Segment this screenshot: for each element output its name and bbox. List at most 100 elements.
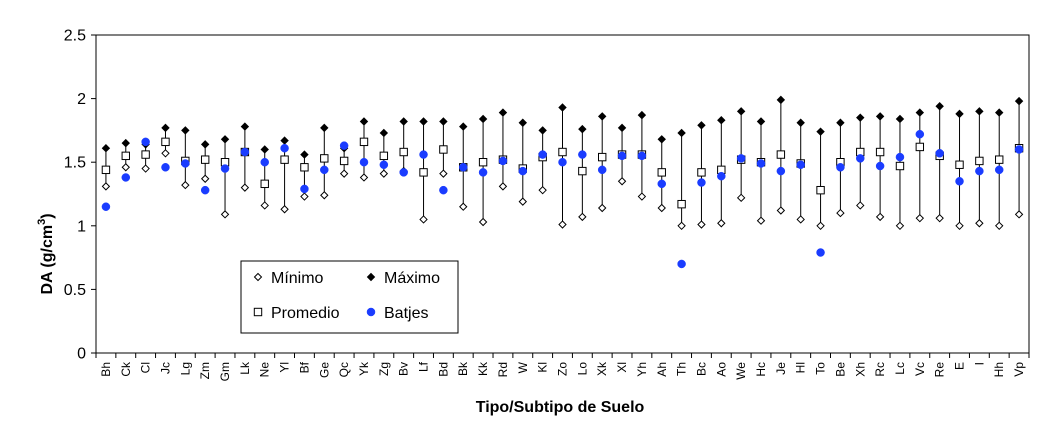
point-maximo xyxy=(101,144,111,153)
y-tick-label: 2.5 xyxy=(64,28,86,45)
point-minimo xyxy=(736,193,746,203)
x-category-label: Th xyxy=(675,362,689,376)
point-promedio xyxy=(776,150,786,159)
point-batjes xyxy=(617,151,627,161)
legend-label-batjes: Batjes xyxy=(384,305,428,322)
point-batjes xyxy=(498,156,508,166)
point-maximo xyxy=(875,112,885,121)
point-batjes xyxy=(399,168,408,177)
point-batjes xyxy=(677,259,686,269)
point-batjes xyxy=(379,160,389,169)
point-maximo xyxy=(419,117,428,126)
point-promedio xyxy=(677,199,686,209)
y-tick-label: 2 xyxy=(77,91,86,108)
point-maximo xyxy=(518,118,528,127)
point-promedio xyxy=(399,147,408,157)
point-minimo xyxy=(320,191,329,200)
point-minimo xyxy=(796,215,805,224)
point-maximo xyxy=(181,126,190,135)
point-batjes xyxy=(141,137,150,147)
point-promedio xyxy=(439,145,448,154)
point-maximo xyxy=(935,102,944,111)
point-maximo xyxy=(915,108,925,117)
point-maximo xyxy=(220,135,230,144)
point-promedio xyxy=(816,185,825,195)
point-maximo xyxy=(1014,96,1024,106)
x-category-label: Ge xyxy=(317,362,331,378)
point-maximo xyxy=(617,123,627,133)
point-promedio xyxy=(419,168,428,177)
point-minimo xyxy=(300,192,309,201)
point-minimo xyxy=(181,180,190,190)
x-axis: Bh Ck Cl Jc Lg Zm Gm Lk Ne Yl Bf Ge Qc Yk Zg Bv Lf Bd Bk Kk… xyxy=(95,353,1030,381)
x-category-label: Cl xyxy=(139,362,153,373)
point-minimo xyxy=(260,201,269,210)
legend-symbol-minimo xyxy=(253,272,263,282)
point-minimo xyxy=(240,183,250,192)
x-category-label: Be xyxy=(833,362,847,377)
point-batjes xyxy=(161,163,170,172)
point-promedio xyxy=(975,156,984,166)
point-minimo xyxy=(955,221,964,231)
point-minimo xyxy=(915,213,925,223)
point-minimo xyxy=(339,169,349,178)
point-batjes xyxy=(458,163,468,172)
point-maximo xyxy=(578,124,587,134)
point-batjes xyxy=(320,165,329,175)
point-promedio xyxy=(280,155,289,164)
point-minimo xyxy=(856,201,865,210)
point-minimo xyxy=(518,197,528,206)
legend-symbol-batjes xyxy=(366,307,376,317)
point-minimo xyxy=(776,206,786,215)
x-category-label: Hc xyxy=(754,362,768,377)
point-minimo xyxy=(617,177,627,186)
legend-box xyxy=(240,260,459,334)
point-maximo xyxy=(320,123,329,133)
point-promedio xyxy=(339,156,349,166)
point-maximo xyxy=(836,118,845,127)
point-batjes xyxy=(280,143,289,153)
point-batjes xyxy=(955,177,964,186)
point-maximo xyxy=(538,126,547,135)
point-promedio xyxy=(121,151,130,161)
point-maximo xyxy=(439,117,448,126)
x-category-label: Gm xyxy=(218,362,232,381)
point-promedio xyxy=(320,154,329,163)
x-category-label: Lc xyxy=(893,362,907,375)
x-category-label: Yh xyxy=(635,362,649,377)
x-category-label: Zm xyxy=(198,362,212,379)
point-promedio xyxy=(101,165,111,175)
point-promedio xyxy=(578,166,587,176)
point-batjes xyxy=(915,129,925,139)
y-axis-title: DA (g/cm3) xyxy=(36,213,56,294)
legend-label-minimo: Mínimo xyxy=(271,270,324,287)
point-minimo xyxy=(657,203,666,213)
point-promedio xyxy=(379,151,389,161)
x-axis-title: Tipo/Subtipo de Suelo xyxy=(476,399,645,416)
point-batjes xyxy=(359,157,369,167)
plot-area xyxy=(95,34,1030,354)
point-maximo xyxy=(459,122,468,131)
x-category-label: Xl xyxy=(615,362,629,373)
x-category-label: Re xyxy=(933,362,947,378)
point-minimo xyxy=(419,215,428,224)
point-batjes xyxy=(478,168,488,177)
point-batjes xyxy=(756,159,766,168)
x-category-label: Bk xyxy=(456,361,470,376)
x-category-label: Yl xyxy=(278,362,292,373)
point-promedio xyxy=(657,168,666,177)
point-batjes xyxy=(776,166,786,176)
point-batjes xyxy=(181,159,190,168)
point-maximo xyxy=(975,107,984,116)
point-batjes xyxy=(875,161,885,171)
point-batjes xyxy=(856,154,865,163)
legend: Mínimo Máximo Promedio Batjes xyxy=(240,260,459,334)
point-promedio xyxy=(915,142,925,152)
x-category-label: Hl xyxy=(794,362,808,373)
point-minimo xyxy=(359,173,369,182)
point-batjes xyxy=(637,151,647,161)
point-minimo xyxy=(220,210,230,219)
point-maximo xyxy=(816,127,825,136)
point-batjes xyxy=(220,164,230,173)
